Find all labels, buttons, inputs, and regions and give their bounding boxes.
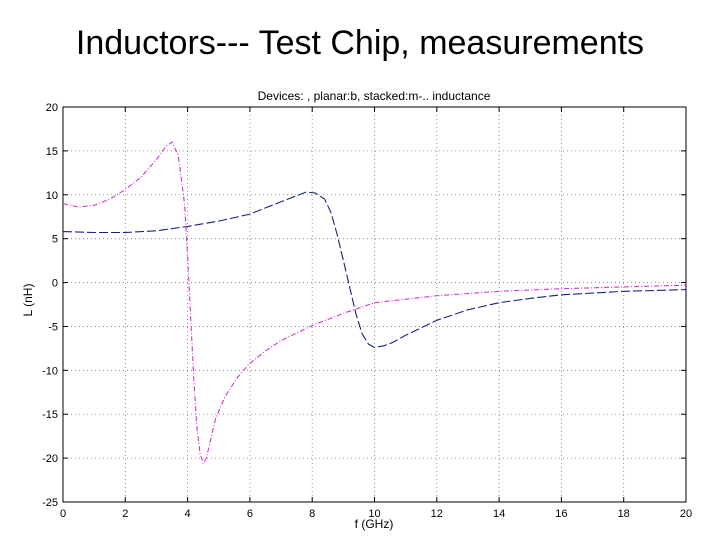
x-tick-label: 2 xyxy=(122,508,128,520)
y-tick-label: 0 xyxy=(52,278,58,290)
y-axis-label: L (nH) xyxy=(21,284,35,317)
x-axis-label: f (GHz) xyxy=(355,517,394,531)
x-tick-label: 10 xyxy=(368,508,380,520)
y-tick-label: -5 xyxy=(48,321,58,333)
y-tick-label: -25 xyxy=(42,497,58,509)
series-planar-line xyxy=(62,191,687,349)
x-tick-label: 4 xyxy=(185,508,191,520)
y-tick-label: 20 xyxy=(46,102,58,114)
y-tick-label: -15 xyxy=(42,409,58,421)
series-stacked-line xyxy=(62,141,687,464)
x-tick-label: 8 xyxy=(309,508,315,520)
x-tick-label: 16 xyxy=(555,508,567,520)
chart-title: Devices: , planar:b, stacked:m-.. induct… xyxy=(258,89,491,103)
y-tick-label: -20 xyxy=(42,453,58,465)
y-tick-label: 5 xyxy=(52,234,58,246)
y-tick-label: 10 xyxy=(46,190,58,202)
x-tick-label: 12 xyxy=(431,508,443,520)
plot-frame xyxy=(62,106,687,503)
x-tick-label: 6 xyxy=(247,508,253,520)
slide-title: Inductors--- Test Chip, measurements xyxy=(75,24,645,62)
ticks-layer: 0 2 4 6 8 10 12 14 16 18 20 20 15 10 5 0 -5 -10 -15 -20 -25 xyxy=(42,102,692,520)
axes-layer xyxy=(62,106,687,503)
y-tick-label: 15 xyxy=(46,146,58,158)
x-tick-label: 20 xyxy=(680,508,692,520)
series-layer xyxy=(62,141,687,464)
x-tick-label: 0 xyxy=(60,508,66,520)
x-tick-label: 18 xyxy=(618,508,630,520)
grid-layer xyxy=(63,107,686,502)
x-tick-label: 14 xyxy=(493,508,505,520)
y-tick-label: -10 xyxy=(42,365,58,377)
